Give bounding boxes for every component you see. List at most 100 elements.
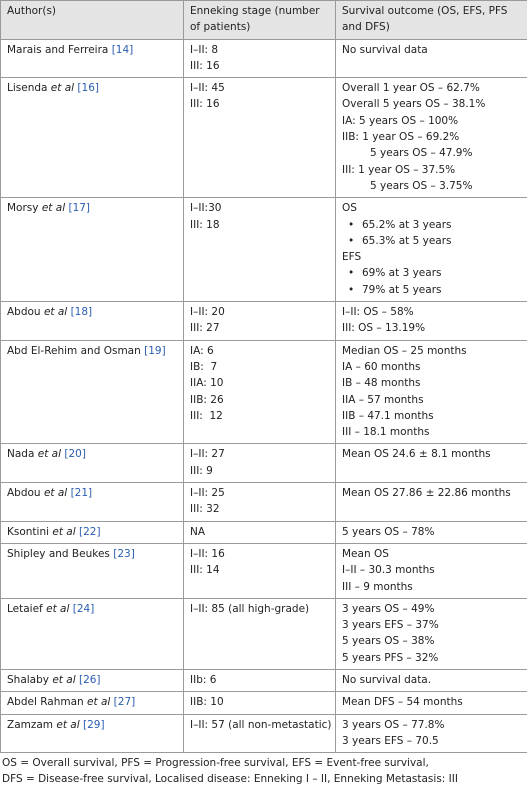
outcome-cell: OS 65.2% at 3 years65.3% at 5 years EFS69%… bbox=[335, 197, 527, 303]
outcome-line: 5 years OS – 38% bbox=[342, 635, 435, 648]
stage-cell: NA bbox=[183, 520, 336, 544]
outcome-cell: I–II: OS – 58% III: OS – 13.19% bbox=[335, 301, 527, 341]
reference: [22] bbox=[79, 525, 101, 538]
reference: [14] bbox=[111, 43, 134, 56]
outcome-cell: 3 years OS – 49% 3 years EFS – 37% 5 years… bbox=[335, 597, 527, 670]
outcome-line: Mean DFS – 54 months bbox=[342, 696, 463, 709]
table-row: Abd El-Rehim and Osman [19] IA: 6 IB: 7 IIA… bbox=[0, 339, 527, 445]
reference: [19] bbox=[144, 344, 166, 357]
author-cell: Abdel Rahman et al [27] bbox=[0, 691, 184, 715]
author-cell: Lisenda et al [16] bbox=[0, 77, 184, 199]
outcome-line: Mean OS 27.86 ± 22.86 months bbox=[342, 487, 511, 500]
outcome-cell: Median OS – 25 months IA – 60 months IB – … bbox=[335, 339, 527, 445]
stage-line: NA bbox=[190, 525, 206, 538]
stage-line: I–II: 45 bbox=[190, 82, 225, 95]
outcome-line: Mean OS 24.6 ± 8.1 months bbox=[342, 448, 491, 461]
author-name: Shalaby bbox=[7, 673, 49, 686]
table-body: Marais and Ferreira [14] I–II: 8 III: 16 No… bbox=[0, 38, 527, 754]
outcome-line: 3 years OS – 49% bbox=[342, 602, 435, 615]
header-row: Author(s) Enneking stage (number of pati… bbox=[0, 0, 527, 40]
table-row: Shipley and Beukes [23] I–II: 16 III: 14 Me… bbox=[0, 542, 527, 599]
stage-line: IA: 6 bbox=[190, 344, 214, 357]
author-name: Abdel Rahman bbox=[7, 696, 84, 709]
author-cell: Zamzam et al [29] bbox=[0, 713, 184, 754]
stage-line: I–II: 8 bbox=[190, 43, 219, 56]
stage-line: I–II:30 bbox=[190, 202, 222, 215]
author-cell: Shipley and Beukes [23] bbox=[0, 542, 184, 599]
author-name: Ksontini bbox=[7, 525, 50, 538]
stage-line: I–II: 20 bbox=[190, 306, 225, 319]
outcome-line: Median OS – 25 months bbox=[342, 344, 467, 357]
et-al: et al bbox=[43, 487, 68, 500]
stage-cell: I–II:30 III: 18 bbox=[183, 197, 336, 303]
outcome-cell: 5 years OS – 78% bbox=[335, 520, 527, 544]
stage-cell: I–II: 85 (all high-grade) bbox=[183, 597, 336, 670]
header-cell: Survival outcome (OS, EFS, PFS and DFS) bbox=[335, 0, 527, 40]
stage-line: III: 32 bbox=[190, 503, 220, 516]
author-cell: Marais and Ferreira [14] bbox=[0, 38, 184, 79]
outcome-line: 3 years OS – 77.8% bbox=[342, 718, 445, 731]
footnote-line: OS = Overall survival, PFS = Progression… bbox=[2, 757, 429, 770]
author-name: Abdou bbox=[7, 487, 41, 500]
stage-line: III: 12 bbox=[190, 409, 223, 422]
table-row: Morsy et al [17] I–II:30 III: 18 OS 65.2% at… bbox=[0, 197, 527, 303]
stage-line: I–II: 25 bbox=[190, 487, 225, 500]
outcome-line: I–II: OS – 58% bbox=[342, 306, 414, 319]
outcome-bullet: 79% at 5 years bbox=[342, 282, 521, 298]
footnote-line: DFS = Disease-free survival, Localised d… bbox=[2, 773, 458, 786]
outcome-line: Mean OS bbox=[342, 547, 389, 560]
reference: [29] bbox=[83, 718, 105, 731]
et-al: et al bbox=[52, 525, 76, 538]
outcome-line: 3 years EFS – 37% bbox=[342, 619, 439, 632]
outcome-line: IA – 60 months bbox=[342, 360, 421, 373]
table-row: Nada et al [20] I–II: 27 III: 9 Mean OS 24.… bbox=[0, 443, 527, 484]
outcome-line: IIB: 1 year OS – 69.2% bbox=[342, 131, 460, 144]
et-al: et al bbox=[43, 306, 68, 319]
outcome-bullet: 69% at 3 years bbox=[342, 265, 521, 281]
outcome-line: IIB – 47.1 months bbox=[342, 409, 434, 422]
stage-cell: I–II: 20 III: 27 bbox=[183, 301, 336, 341]
outcome-line: 5 years OS – 78% bbox=[342, 525, 435, 538]
outcome-line: OS bbox=[342, 202, 357, 215]
outcome-line: No survival data bbox=[342, 43, 428, 56]
stage-cell: I–II: 25 III: 32 bbox=[183, 482, 336, 522]
stage-line: IIb: 6 bbox=[190, 673, 217, 686]
reference: [23] bbox=[113, 547, 135, 560]
stage-line: I–II: 27 bbox=[190, 448, 225, 461]
outcome-cell: No survival data bbox=[335, 38, 527, 79]
table-row: Abdou et al [18] I–II: 20 III: 27 I–II: OS … bbox=[0, 301, 527, 341]
stage-line: IIB: 26 bbox=[190, 393, 224, 406]
stage-cell: I–II: 8 III: 16 bbox=[183, 38, 336, 79]
stage-cell: IIb: 6 bbox=[183, 668, 336, 693]
outcome-line: IIA – 57 months bbox=[342, 393, 424, 406]
table-row: Abdou et al [21] I–II: 25 III: 32 Mean OS 2… bbox=[0, 482, 527, 522]
reference: [24] bbox=[72, 602, 95, 615]
stage-line: I–II: 16 bbox=[190, 547, 225, 560]
header-cell: Author(s) bbox=[0, 0, 184, 40]
stage-line: III: 16 bbox=[190, 98, 220, 111]
outcome-cell: 3 years OS – 77.8% 3 years EFS – 70.5 bbox=[335, 713, 527, 754]
stage-cell: I–II: 16 III: 14 bbox=[183, 542, 336, 599]
et-al: et al bbox=[41, 202, 66, 215]
stage-cell: I–II: 45 III: 16 bbox=[183, 77, 336, 199]
outcome-line: 3 years EFS – 70.5 bbox=[342, 734, 439, 747]
outcome-bullet: 65.2% at 3 years bbox=[342, 217, 521, 233]
outcome-line: Overall 5 years OS – 38.1% bbox=[342, 98, 486, 111]
outcome-line: III – 18.1 months bbox=[342, 426, 430, 439]
reference: [16] bbox=[77, 82, 99, 95]
outcome-line: I–II – 30.3 months bbox=[342, 564, 435, 577]
author-name: Zamzam bbox=[7, 718, 54, 731]
stage-line: IB: 7 bbox=[190, 360, 218, 373]
table-row: Abdel Rahman et al [27] IIB: 10 Mean DFS –… bbox=[0, 691, 527, 715]
reference: [27] bbox=[113, 696, 136, 709]
author-name: Letaief bbox=[7, 602, 43, 615]
table-row: Zamzam et al [29] I–II: 57 (all non-metas… bbox=[0, 713, 527, 754]
outcome-line: Overall 1 year OS – 62.7% bbox=[342, 82, 480, 95]
author-cell: Shalaby et al [26] bbox=[0, 668, 184, 693]
outcome-line: 5 years OS – 3.75% bbox=[370, 179, 473, 192]
outcome-cell: Mean DFS – 54 months bbox=[335, 691, 527, 715]
header-cell: Enneking stage (number of patients) bbox=[183, 0, 336, 40]
outcome-line: III – 9 months bbox=[342, 580, 413, 593]
